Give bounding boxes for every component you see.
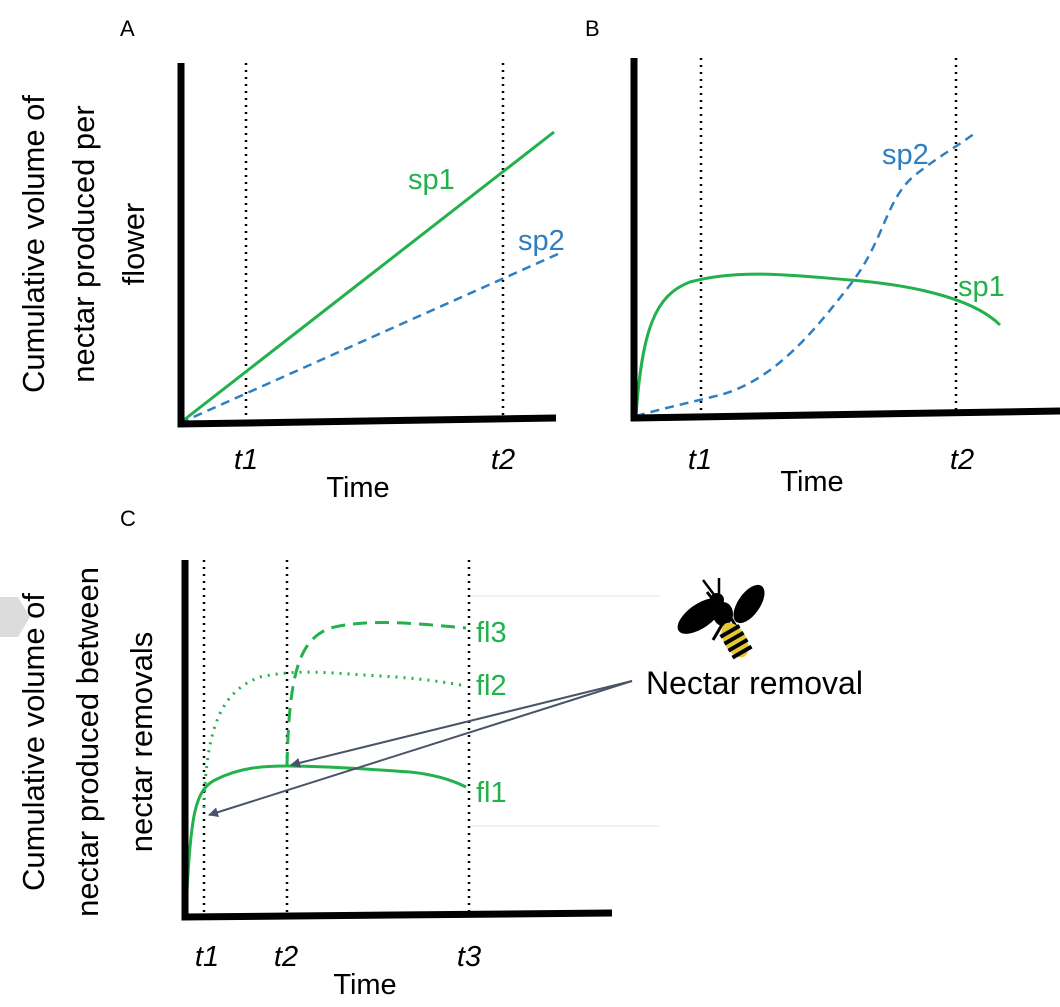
panel-a-sp1-line bbox=[179, 130, 555, 425]
panel-b-sp1-curve bbox=[634, 272, 1002, 417]
panel-c-t3-label: t3 bbox=[457, 941, 481, 973]
panel-c-fl3-label: fl3 bbox=[476, 617, 507, 649]
panel-c-fl1-label: fl1 bbox=[476, 777, 507, 809]
panel-c-ylabel-line2: nectar produced between bbox=[70, 567, 105, 917]
panel-b: B sp2 sp1 t1 t2 Time bbox=[585, 16, 1060, 498]
nectar-removal-label: Nectar removal bbox=[646, 665, 863, 701]
panel-c-fl1-curve bbox=[184, 764, 467, 916]
removal-arrow-t1 bbox=[208, 680, 633, 818]
panel-a-sp2-line bbox=[179, 252, 559, 425]
panel-b-xlabel: Time bbox=[780, 466, 843, 498]
panel-c-fl2-curve bbox=[202, 670, 467, 809]
panel-b-letter: B bbox=[585, 16, 600, 41]
panel-c-fl2-label: fl2 bbox=[476, 670, 507, 702]
panel-a-ylabel-line2: nectar produced per bbox=[66, 105, 101, 382]
panel-c-t2-label: t2 bbox=[274, 941, 298, 973]
panel-a-ylabel-line1: Cumulative volume of bbox=[16, 95, 51, 393]
panel-c-xlabel: Time bbox=[333, 969, 396, 1001]
panel-b-sp1-label: sp1 bbox=[958, 271, 1005, 303]
panel-a-t1-label: t1 bbox=[234, 444, 258, 476]
panel-c-t1-label: t1 bbox=[195, 941, 219, 973]
panel-c-ylabel-line1: Cumulative volume of bbox=[16, 593, 51, 891]
panel-c-fl3-curve bbox=[285, 621, 467, 767]
panel-b-sp2-curve bbox=[635, 131, 976, 418]
panel-a-axes bbox=[177, 63, 557, 428]
panel-a-xlabel: Time bbox=[326, 472, 389, 504]
panel-a-t2-label: t2 bbox=[491, 444, 515, 476]
panel-b-t1-label: t1 bbox=[688, 444, 712, 476]
panel-c-ylabel-line3: nectar removals bbox=[124, 632, 159, 853]
panel-a-sp1-label: sp1 bbox=[408, 164, 455, 196]
partial-arrow-shape bbox=[0, 597, 30, 637]
panel-c: C Cumulative volume of nectar produced b… bbox=[0, 506, 863, 1001]
panel-b-sp2-label: sp2 bbox=[882, 139, 929, 171]
panel-b-t2-label: t2 bbox=[950, 444, 974, 476]
panel-c-letter: C bbox=[120, 506, 136, 531]
panel-c-axes bbox=[181, 560, 613, 921]
panel-b-axes bbox=[630, 58, 1060, 422]
panel-a-sp2-label: sp2 bbox=[518, 225, 565, 257]
panel-a-y-axis-label: Cumulative volume of nectar produced per… bbox=[16, 95, 151, 393]
panel-c-y-axis-label: Cumulative volume of nectar produced bet… bbox=[16, 567, 159, 917]
panel-a-ylabel-line3: flower bbox=[116, 203, 151, 286]
panel-a-letter: A bbox=[120, 16, 135, 41]
bee-icon bbox=[677, 578, 765, 660]
panel-a: A Cumulative volume of nectar produced p… bbox=[16, 16, 565, 504]
removal-arrow-t2 bbox=[290, 680, 633, 768]
